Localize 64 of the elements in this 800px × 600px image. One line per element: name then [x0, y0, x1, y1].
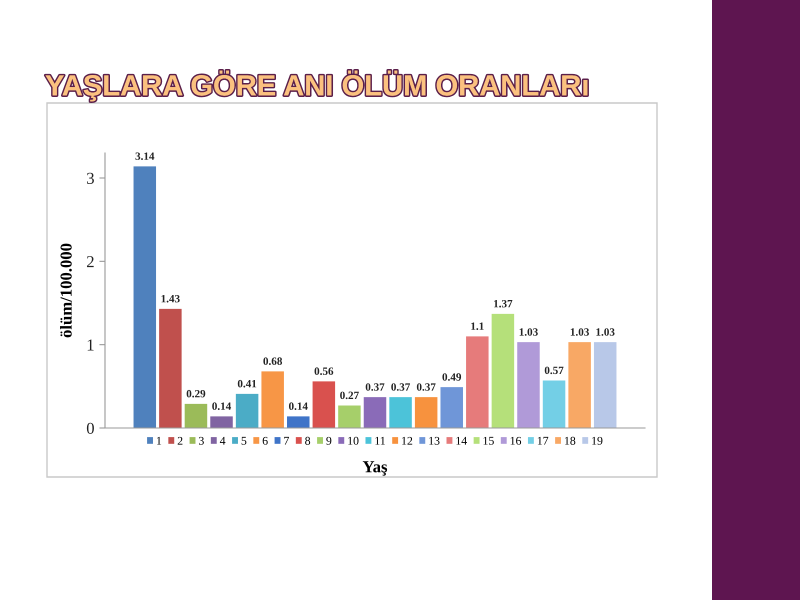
data-label: 0.14 [288, 402, 308, 410]
bar [287, 416, 310, 428]
data-label: 0.56 [314, 367, 334, 375]
data-label: 3.14 [135, 152, 154, 160]
bar [594, 342, 616, 428]
legend-label: 5 [242, 436, 246, 445]
legend-label: 18 [565, 436, 576, 445]
legend-label: 16 [510, 436, 522, 445]
bar [159, 308, 182, 428]
bar [414, 397, 438, 428]
y-axis-title: ölüm/100.000 [60, 244, 72, 338]
legend-label: 7 [284, 436, 289, 445]
data-label: 0.57 [544, 366, 564, 374]
bar [338, 406, 361, 428]
y-tick-label: 3 [87, 172, 94, 184]
bar [364, 397, 386, 428]
bar [517, 342, 540, 428]
y-tick-label: 0 [86, 422, 94, 434]
chart-title: YAŞLARA GÖRE ANI ÖLÜM ORANLARı [45, 70, 588, 102]
data-label: 0.27 [340, 392, 359, 400]
legend-label: 6 [262, 436, 268, 445]
data-label: 0.14 [212, 402, 232, 410]
data-label: 0.41 [238, 380, 256, 388]
data-label: 1.03 [596, 328, 615, 336]
x-axis-title: Yaş [362, 461, 388, 476]
data-label: 1.03 [520, 328, 538, 336]
data-label: 0.37 [366, 383, 384, 391]
bar [210, 416, 233, 428]
bar [542, 380, 566, 428]
data-label: 1.37 [494, 300, 512, 308]
bar [134, 166, 156, 428]
legend-label: 4 [220, 436, 226, 445]
bar [466, 336, 489, 428]
legend-label: 1 [156, 436, 162, 445]
data-label: 1.03 [570, 328, 589, 336]
legend-label: 15 [484, 436, 494, 445]
bar [389, 397, 412, 428]
y-tick-label: 2 [86, 256, 94, 268]
legend-label: 14 [456, 436, 467, 445]
legend-label: 12 [402, 436, 412, 445]
legend-label: 3 [199, 436, 204, 445]
data-label: 1.1 [471, 322, 484, 330]
legend-label: 13 [429, 436, 440, 445]
bar [492, 314, 514, 428]
data-label: 0.37 [391, 383, 410, 391]
bar [440, 387, 463, 428]
bar [184, 404, 208, 428]
legend-label: 11 [375, 436, 385, 445]
legend-label: 9 [326, 436, 332, 445]
data-label: 0.29 [186, 390, 206, 398]
bar [236, 394, 258, 428]
legend-label: 19 [592, 436, 602, 445]
legend-label: 2 [178, 436, 182, 445]
legend-label: 10 [348, 436, 359, 445]
bar [312, 381, 336, 428]
bar [261, 371, 284, 428]
data-label: 0.37 [416, 383, 436, 391]
data-label: 1.43 [162, 294, 180, 302]
data-label: 0.49 [442, 373, 462, 381]
legend-label: 17 [538, 436, 548, 445]
bar [568, 342, 591, 428]
y-tick-label: 1 [88, 339, 94, 350]
data-label: 0.68 [263, 357, 282, 365]
legend-label: 8 [305, 436, 310, 445]
